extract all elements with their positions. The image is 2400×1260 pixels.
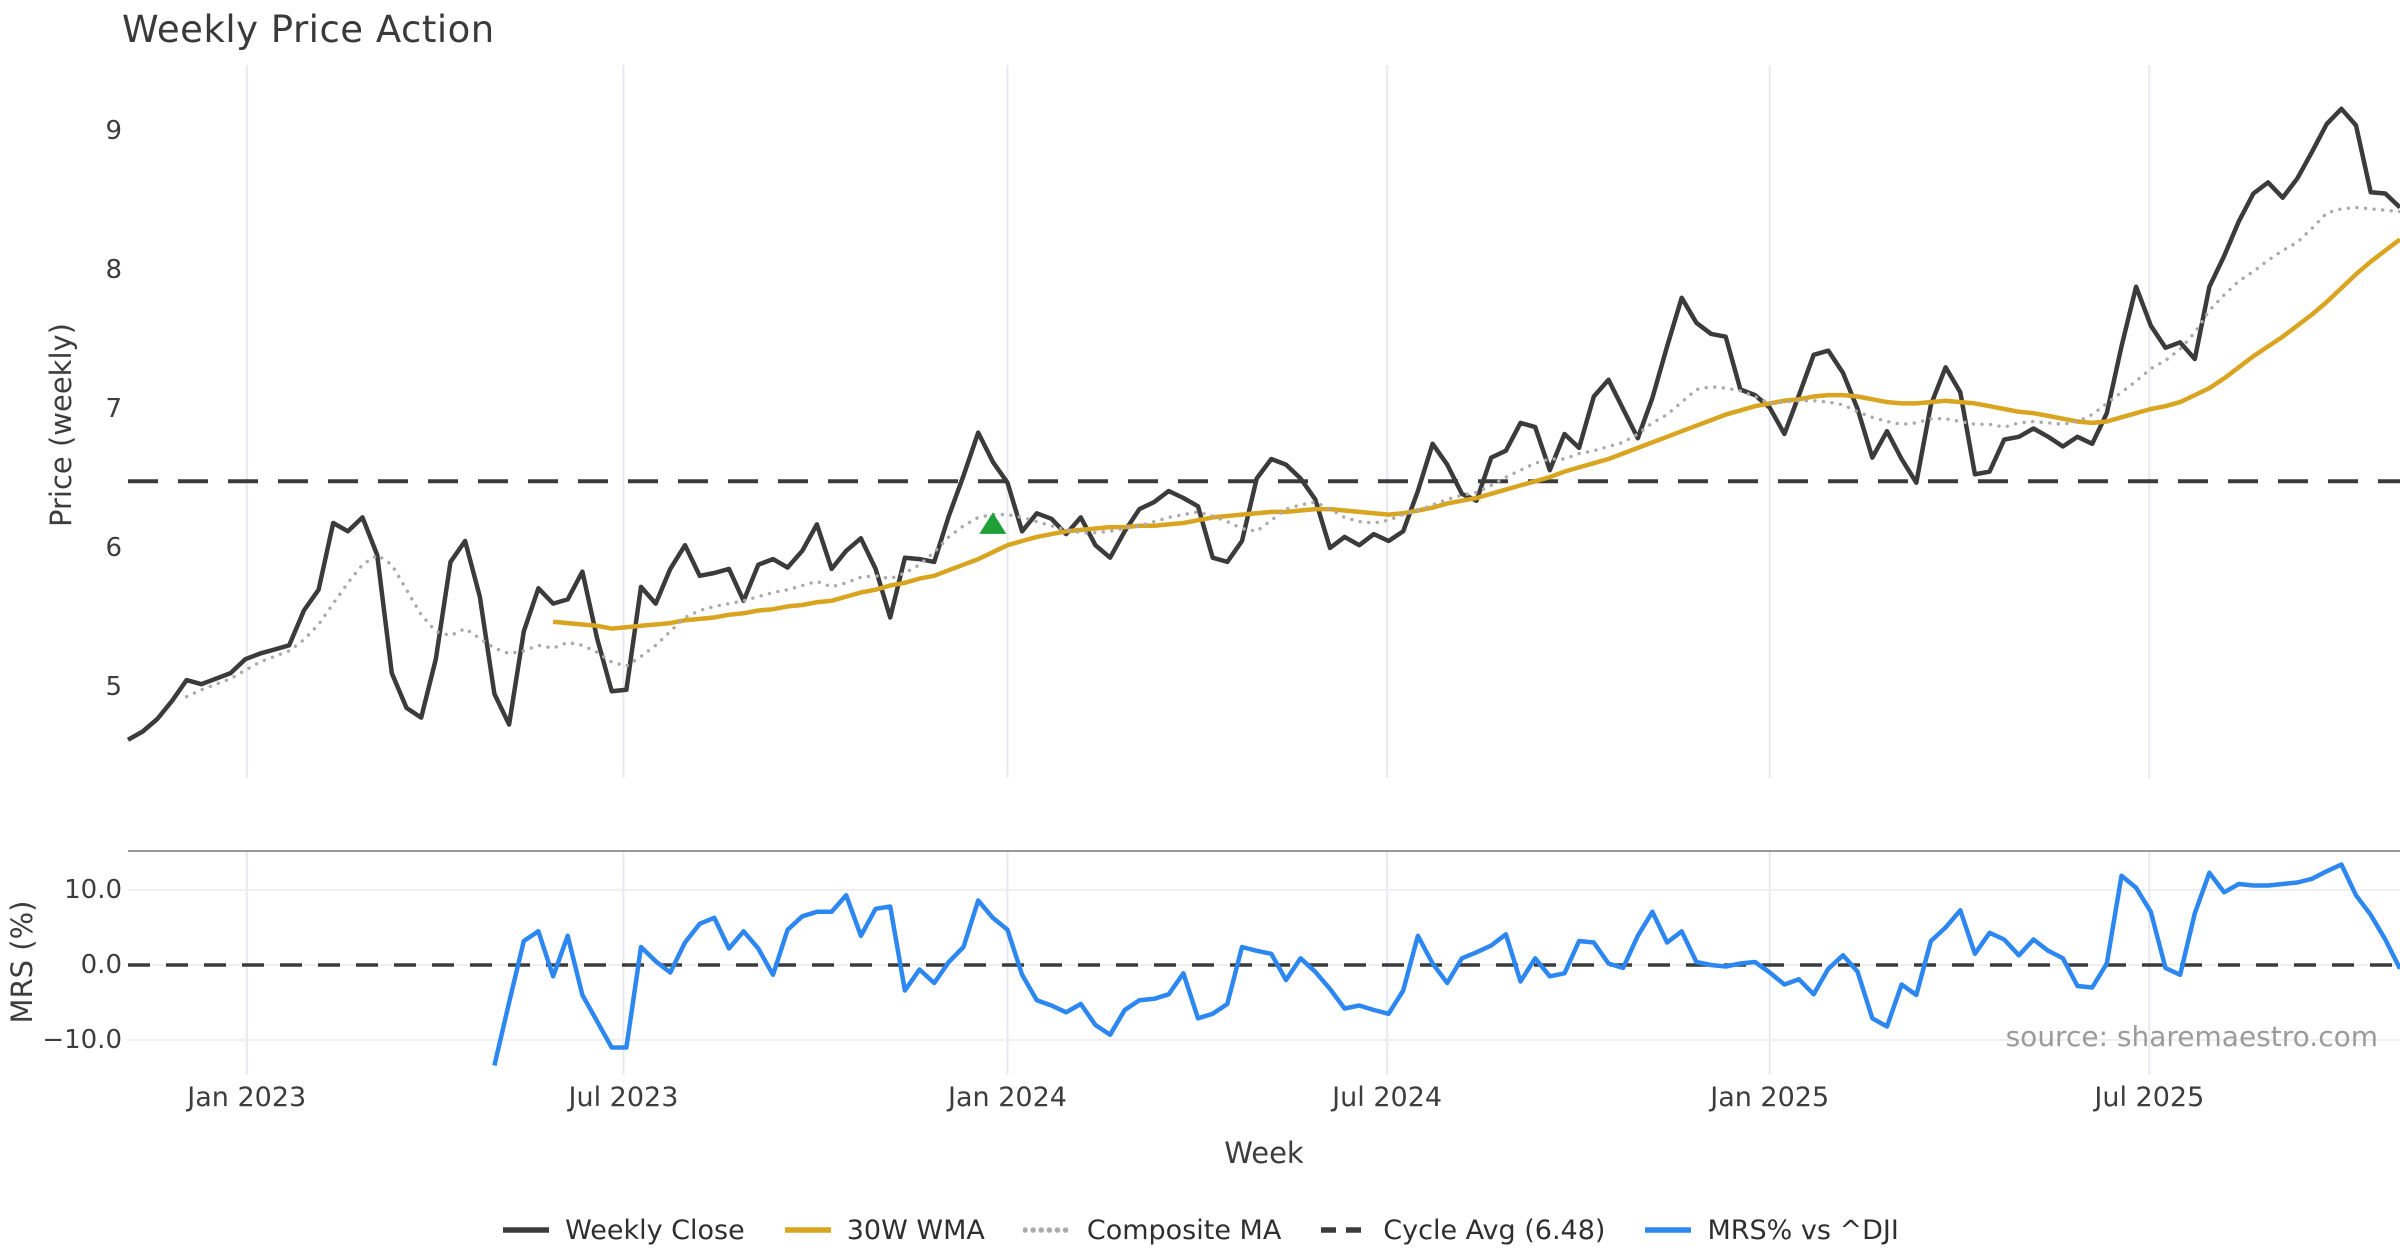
series-weekly-close [126,106,2400,742]
price-ytick-label: 8 [105,255,122,285]
x-axis-label: Week [1224,1136,1304,1170]
legend-item: Weekly Close [501,1215,745,1246]
price-ytick-label: 7 [105,394,122,424]
legend-label: Cycle Avg (6.48) [1383,1214,1606,1246]
x-tick-label: Jul 2023 [568,1082,679,1113]
legend-solid-line-icon [1645,1227,1692,1233]
series-mrs-vs-dji [492,862,2400,1067]
price-ytick-label: 5 [105,672,122,702]
series-30w-wma [552,237,2400,631]
legend: Weekly Close 30W WMA Composite MA Cycle Avg… [0,1204,2400,1256]
price-ytick-label: 6 [105,533,122,563]
buy-signal-marker-icon [979,512,1007,534]
legend-item: Composite MA [1022,1214,1282,1246]
legend-label: Weekly Close [565,1214,745,1246]
legend-label: MRS% vs ^DJI [1707,1214,1899,1246]
source-credit: source: sharemaestro.com [2005,1020,2378,1053]
legend-item: MRS% vs ^DJI [1643,1214,1899,1246]
series-composite-ma [184,205,2400,699]
legend-dashed-line-icon [1321,1227,1368,1233]
x-tick-label: Jan 2023 [187,1082,307,1113]
x-tick-label: Jan 2024 [948,1082,1067,1113]
x-tick-label: Jan 2025 [1710,1082,1830,1113]
mrs-ytick-label: 0.0 [80,950,122,980]
price-ytick-label: 9 [105,116,122,146]
legend-item: Cycle Avg (6.48) [1319,1215,1605,1246]
legend-label: Composite MA [1086,1214,1282,1246]
legend-label: 30W WMA [846,1214,985,1246]
price-axis-label: Price (weekly) [44,322,78,528]
legend-solid-line-icon [503,1227,550,1233]
legend-dotted-line-icon [1022,1227,1073,1233]
x-tick-label: Jul 2025 [2094,1082,2205,1113]
x-tick-label: Jul 2024 [1332,1082,1443,1113]
legend-solid-line-icon [784,1227,831,1233]
mrs-ytick-label: −10.0 [42,1025,122,1055]
chart-title: Weekly Price Action [122,8,495,51]
legend-item: 30W WMA [783,1215,985,1246]
mrs-ytick-label: 10.0 [64,875,122,905]
